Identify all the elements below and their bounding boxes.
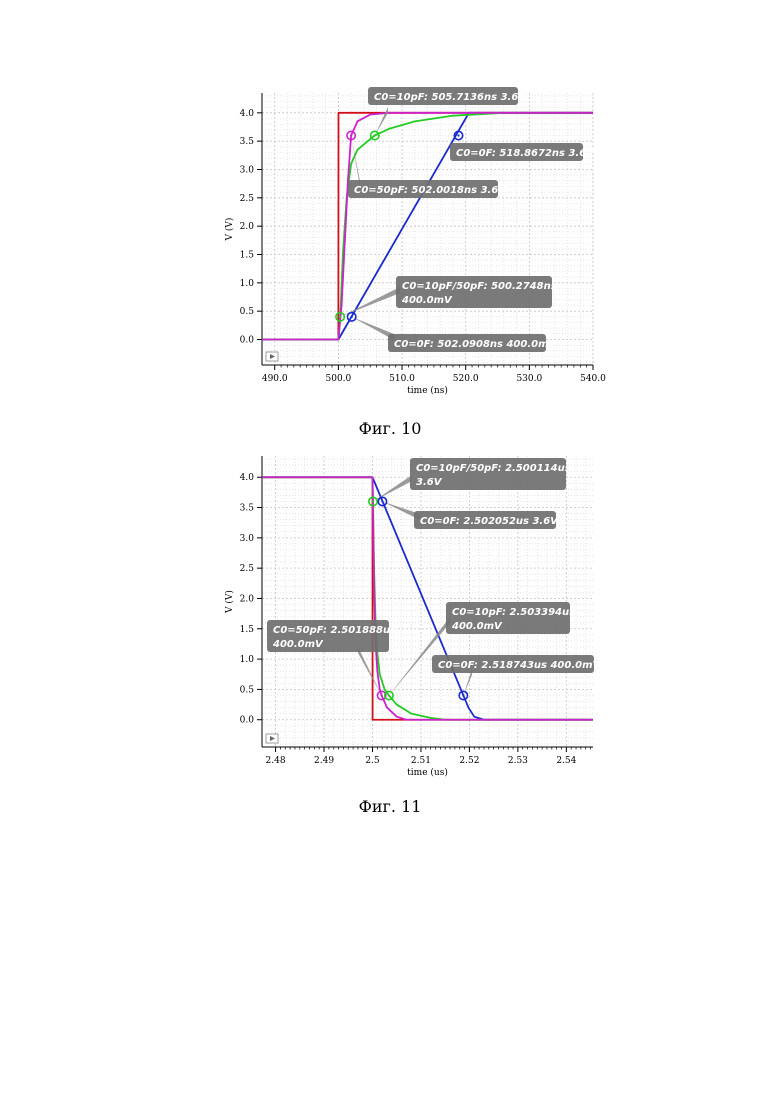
fig11-annotation-text-0: C0=10pF/50pF: 2.500114us <box>416 463 571 474</box>
fig10-y-tick-label: 2.5 <box>240 194 255 204</box>
fig11-x-tick-label: 2.5 <box>365 756 380 766</box>
fig10-x-tick-label: 490.0 <box>262 374 288 384</box>
figure-11-caption: Фиг. 11 <box>0 797 780 816</box>
fig10-x-tick-label: 530.0 <box>516 374 542 384</box>
fig11-annotation-text-1: C0=0F: 2.502052us 3.6V <box>420 516 559 527</box>
fig10-marker-dot-0 <box>374 134 376 136</box>
fig11-y-tick-label: 3.0 <box>240 534 255 544</box>
fig11-x-tick-label: 2.51 <box>411 756 431 766</box>
fig10-marker-dot-3 <box>339 316 341 318</box>
fig11-marker-dot-4 <box>462 694 464 696</box>
fig10-x-tick-label: 510.0 <box>389 374 415 384</box>
fig10-annotation-text-3: 400.0mV <box>401 295 453 306</box>
fig10-y-tick-label: 1.0 <box>240 279 255 289</box>
fig11-y-tick-label: 2.0 <box>240 594 255 604</box>
fig10-y-tick-label: 3.0 <box>240 166 255 176</box>
fig11-x-tick-label: 2.53 <box>508 756 528 766</box>
fig10-x-tick-label: 540.0 <box>580 374 606 384</box>
fig10-y-axis-label: V (V) <box>224 218 235 242</box>
fig11-marker-dot-2 <box>381 694 383 696</box>
fig11-annotation-text-3: 400.0mV <box>272 639 324 650</box>
fig10-annotation-text-3: C0=10pF/50pF: 500.2748ns <box>402 281 557 292</box>
fig10-x-tick-label: 500.0 <box>326 374 352 384</box>
figure-10-caption: Фиг. 10 <box>0 419 780 438</box>
fig10-annotation-text-2: C0=50pF: 502.0018ns 3.6V <box>354 185 507 196</box>
fig10-y-tick-label: 2.0 <box>240 222 255 232</box>
fig10-marker-dot-4 <box>351 316 353 318</box>
fig11-marker-dot-0 <box>372 500 374 502</box>
fig11-x-axis-label: time (us) <box>407 767 448 778</box>
fig11-y-tick-label: 4.0 <box>240 473 255 483</box>
fig11-y-tick-label: 1.5 <box>240 625 255 635</box>
fig11-y-tick-label: 3.5 <box>240 504 255 514</box>
fig10-y-tick-label: 0.0 <box>240 336 255 346</box>
fig11-chart: 2.48 2.49 2.5 2.51 2.52 2.53 2.54 0.0 0.5 1.0 1.5 2… <box>224 456 602 778</box>
fig11-y-tick-label: 2.5 <box>240 564 255 574</box>
fig11-y-tick-label: 0.0 <box>240 716 255 726</box>
fig10-marker-dot-1 <box>350 134 352 136</box>
fig11-annotation-text-2: C0=10pF: 2.503394us <box>452 607 575 618</box>
fig11-annotation-text-3: C0=50pF: 2.501888us <box>273 625 396 636</box>
fig10-annotation-text-1: C0=0F: 518.8672ns 3.6V <box>456 148 595 159</box>
fig11-x-tick-label: 2.48 <box>266 756 286 766</box>
fig11-y-axis-label: V (V) <box>224 590 235 614</box>
fig10-annotation-text-4: C0=0F: 502.0908ns 400.0mV <box>394 339 558 350</box>
fig10-x-tick-label: 520.0 <box>453 374 479 384</box>
fig10-y-tick-label: 0.5 <box>240 307 255 317</box>
fig11-y-tick-label: 0.5 <box>240 685 255 695</box>
fig10-chart: 490.0 500.0 510.0 520.0 530.0 540.0 0.0 0.5 1.0 1… <box>224 87 606 396</box>
fig11-x-tick-label: 2.54 <box>556 756 576 766</box>
fig11-annotation-text-2: 400.0mV <box>451 621 503 632</box>
fig10-y-tick-label: 3.5 <box>240 137 255 147</box>
fig10-x-axis-label: time (ns) <box>407 385 448 396</box>
fig11-marker-dot-1 <box>381 500 383 502</box>
fig10-y-tick-label: 4.0 <box>240 109 255 119</box>
fig11-marker-dot-3 <box>388 694 390 696</box>
fig10-marker-dot-2 <box>457 134 459 136</box>
fig10-annotation-text-0: C0=10pF: 505.7136ns 3.6V <box>374 92 527 103</box>
fig11-annotation-text-0: 3.6V <box>416 477 443 488</box>
fig10-y-tick-label: 1.5 <box>240 251 255 261</box>
fig11-annotation-text-4: C0=0F: 2.518743us 400.0mV <box>438 660 602 671</box>
fig11-x-tick-label: 2.49 <box>314 756 334 766</box>
fig11-y-tick-label: 1.0 <box>240 655 255 665</box>
fig11-plot-area <box>262 456 593 747</box>
fig11-x-tick-label: 2.52 <box>459 756 479 766</box>
